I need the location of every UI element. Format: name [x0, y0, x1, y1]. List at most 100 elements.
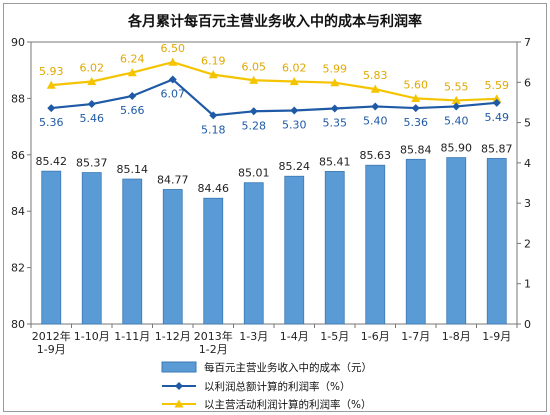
main-activity-profit-rate-value-label: 6.24 [120, 53, 145, 66]
cost-bar [284, 175, 305, 325]
main-activity-profit-rate-marker [168, 57, 178, 66]
x-axis-tick-label: 1-6月 [361, 330, 390, 343]
right-axis-tick-label: 6 [524, 76, 531, 89]
total-profit-rate-marker [290, 106, 299, 115]
total-profit-rate-value-label: 5.49 [485, 111, 510, 124]
total-profit-rate-value-label: 5.35 [323, 116, 348, 129]
total-profit-rate-marker [249, 107, 258, 116]
total-profit-rate-marker [371, 102, 380, 111]
cost-bar-value-label: 84.46 [198, 182, 230, 195]
total-profit-rate-value-label: 5.18 [201, 123, 226, 136]
main-activity-profit-rate-marker [330, 78, 340, 87]
legend-label-cost: 每百元主营业务收入中的成本（元） [204, 361, 372, 374]
x-axis-tick-label: 1-10月 [74, 330, 110, 343]
x-axis-tick-label: 1-7月 [401, 330, 430, 343]
x-axis-tick-label: 1-3月 [239, 330, 268, 343]
right-axis-tick-label: 3 [524, 197, 531, 210]
main-activity-profit-rate-marker [208, 70, 218, 79]
right-axis-tick-label: 5 [524, 117, 531, 130]
x-axis-tick-label: 1-12月 [155, 330, 191, 343]
legend-swatch-cost [161, 361, 197, 373]
x-axis-tick-label: 1-2月 [199, 343, 228, 356]
total-profit-rate-marker [209, 111, 218, 120]
total-profit-rate-value-label: 5.66 [120, 104, 145, 117]
main-activity-profit-rate-line [51, 60, 497, 102]
total-profit-rate-marker [411, 104, 420, 113]
cost-bar-value-label: 85.24 [279, 160, 311, 173]
cost-bar-value-label: 85.84 [400, 143, 432, 156]
total-profit-rate-marker [168, 75, 177, 84]
right-axis-tick-label: 1 [524, 278, 531, 291]
total-profit-rate-value-label: 5.46 [80, 112, 105, 125]
right-axis-tick-label: 7 [524, 36, 531, 49]
cost-bar-value-label: 85.90 [441, 142, 473, 155]
total-profit-rate-value-label: 5.36 [39, 116, 64, 129]
cost-bar [203, 197, 224, 325]
main-activity-profit-rate-value-label: 5.60 [404, 78, 429, 91]
x-axis-tick-label: 1-8月 [442, 330, 471, 343]
x-axis-tick-label: 1-11月 [114, 330, 150, 343]
chart-title: 各月累计每百元主营业务收入中的成本与利润率 [127, 13, 422, 30]
cost-bar-value-label: 85.63 [360, 149, 392, 162]
x-axis-tick-label: 1-5月 [320, 330, 349, 343]
cost-bar [486, 158, 507, 325]
x-axis-tick-label: 1-4月 [280, 330, 309, 343]
left-axis-tick-label: 80 [11, 318, 25, 331]
main-activity-profit-rate-marker [411, 93, 421, 102]
main-activity-profit-rate-marker [289, 76, 299, 86]
legend-label-main-profit: 以主营活动利润计算的利润率（%） [204, 398, 371, 411]
total-profit-rate-value-label: 6.07 [161, 87, 186, 100]
left-axis-tick-label: 88 [11, 92, 25, 105]
main-activity-profit-rate-value-label: 6.19 [201, 55, 226, 68]
cost-bar-value-label: 85.14 [117, 163, 149, 176]
combo-chart: 各月累计每百元主营业务收入中的成本与利润率 80 82 84 86 88 90 0 1 2 3 4 5 6… [11, 13, 531, 411]
total-profit-rate-value-label: 5.30 [282, 118, 307, 131]
main-activity-profit-rate-marker [46, 80, 56, 89]
total-profit-rate-marker [330, 104, 339, 113]
total-profit-rate-value-label: 5.40 [444, 114, 469, 127]
total-profit-rate-line [51, 78, 497, 117]
left-axis-tick-label: 86 [11, 149, 25, 162]
cost-bar-value-label: 85.01 [238, 167, 270, 180]
cost-bar-value-label: 85.37 [76, 157, 108, 170]
main-activity-profit-rate-marker [127, 68, 137, 77]
left-axis-tick-label: 82 [11, 262, 25, 275]
main-activity-profit-rate-marker [370, 84, 380, 93]
x-axis-tick-label: 1-9月 [37, 343, 66, 356]
main-activity-profit-rate-value-label: 5.99 [323, 63, 348, 76]
main-activity-profit-rate-value-label: 6.02 [282, 61, 307, 74]
right-axis-tick-label: 4 [524, 157, 531, 170]
main-activity-profit-rate-value-label: 5.83 [363, 69, 388, 82]
main-activity-profit-rate-value-label: 6.50 [161, 42, 186, 55]
cost-bar [405, 158, 426, 325]
left-axis-tick-label: 90 [11, 36, 25, 49]
cost-bar [122, 178, 143, 325]
x-axis-tick-label: 2013年 [194, 329, 233, 343]
cost-bar [41, 170, 62, 325]
legend-marker-main-profit [174, 399, 184, 408]
x-axis-tick-label: 1-9月 [482, 330, 511, 343]
right-axis-tick-label: 0 [524, 318, 531, 331]
main-activity-profit-rate-value-label: 5.55 [444, 80, 469, 93]
total-profit-rate-marker [87, 100, 96, 109]
left-axis-tick-label: 84 [11, 205, 25, 218]
total-profit-rate-marker [492, 98, 501, 107]
cost-bar-value-label: 85.42 [36, 155, 68, 168]
cost-bar [162, 189, 183, 325]
total-profit-rate-marker [452, 102, 461, 111]
main-activity-profit-rate-value-label: 6.02 [80, 61, 105, 74]
total-profit-rate-value-label: 5.36 [404, 116, 429, 129]
chart-frame: 各月累计每百元主营业务收入中的成本与利润率 80 82 84 86 88 90 0 1 2 3 4 5 6… [3, 3, 547, 412]
cost-bar [446, 157, 467, 325]
main-activity-profit-rate-marker [87, 76, 97, 86]
main-activity-profit-rate-value-label: 6.05 [242, 60, 267, 73]
main-activity-profit-rate-marker [451, 95, 461, 105]
cost-bar [81, 172, 102, 325]
total-profit-rate-marker [128, 91, 137, 100]
cost-bar-value-label: 84.77 [157, 173, 189, 186]
cost-bar-value-label: 85.41 [319, 155, 351, 168]
legend-label-total-profit: 以利润总额计算的利润率（%） [204, 380, 350, 393]
main-activity-profit-rate-value-label: 5.59 [485, 79, 510, 92]
cost-bar [324, 171, 345, 325]
total-profit-rate-value-label: 5.28 [242, 119, 267, 132]
